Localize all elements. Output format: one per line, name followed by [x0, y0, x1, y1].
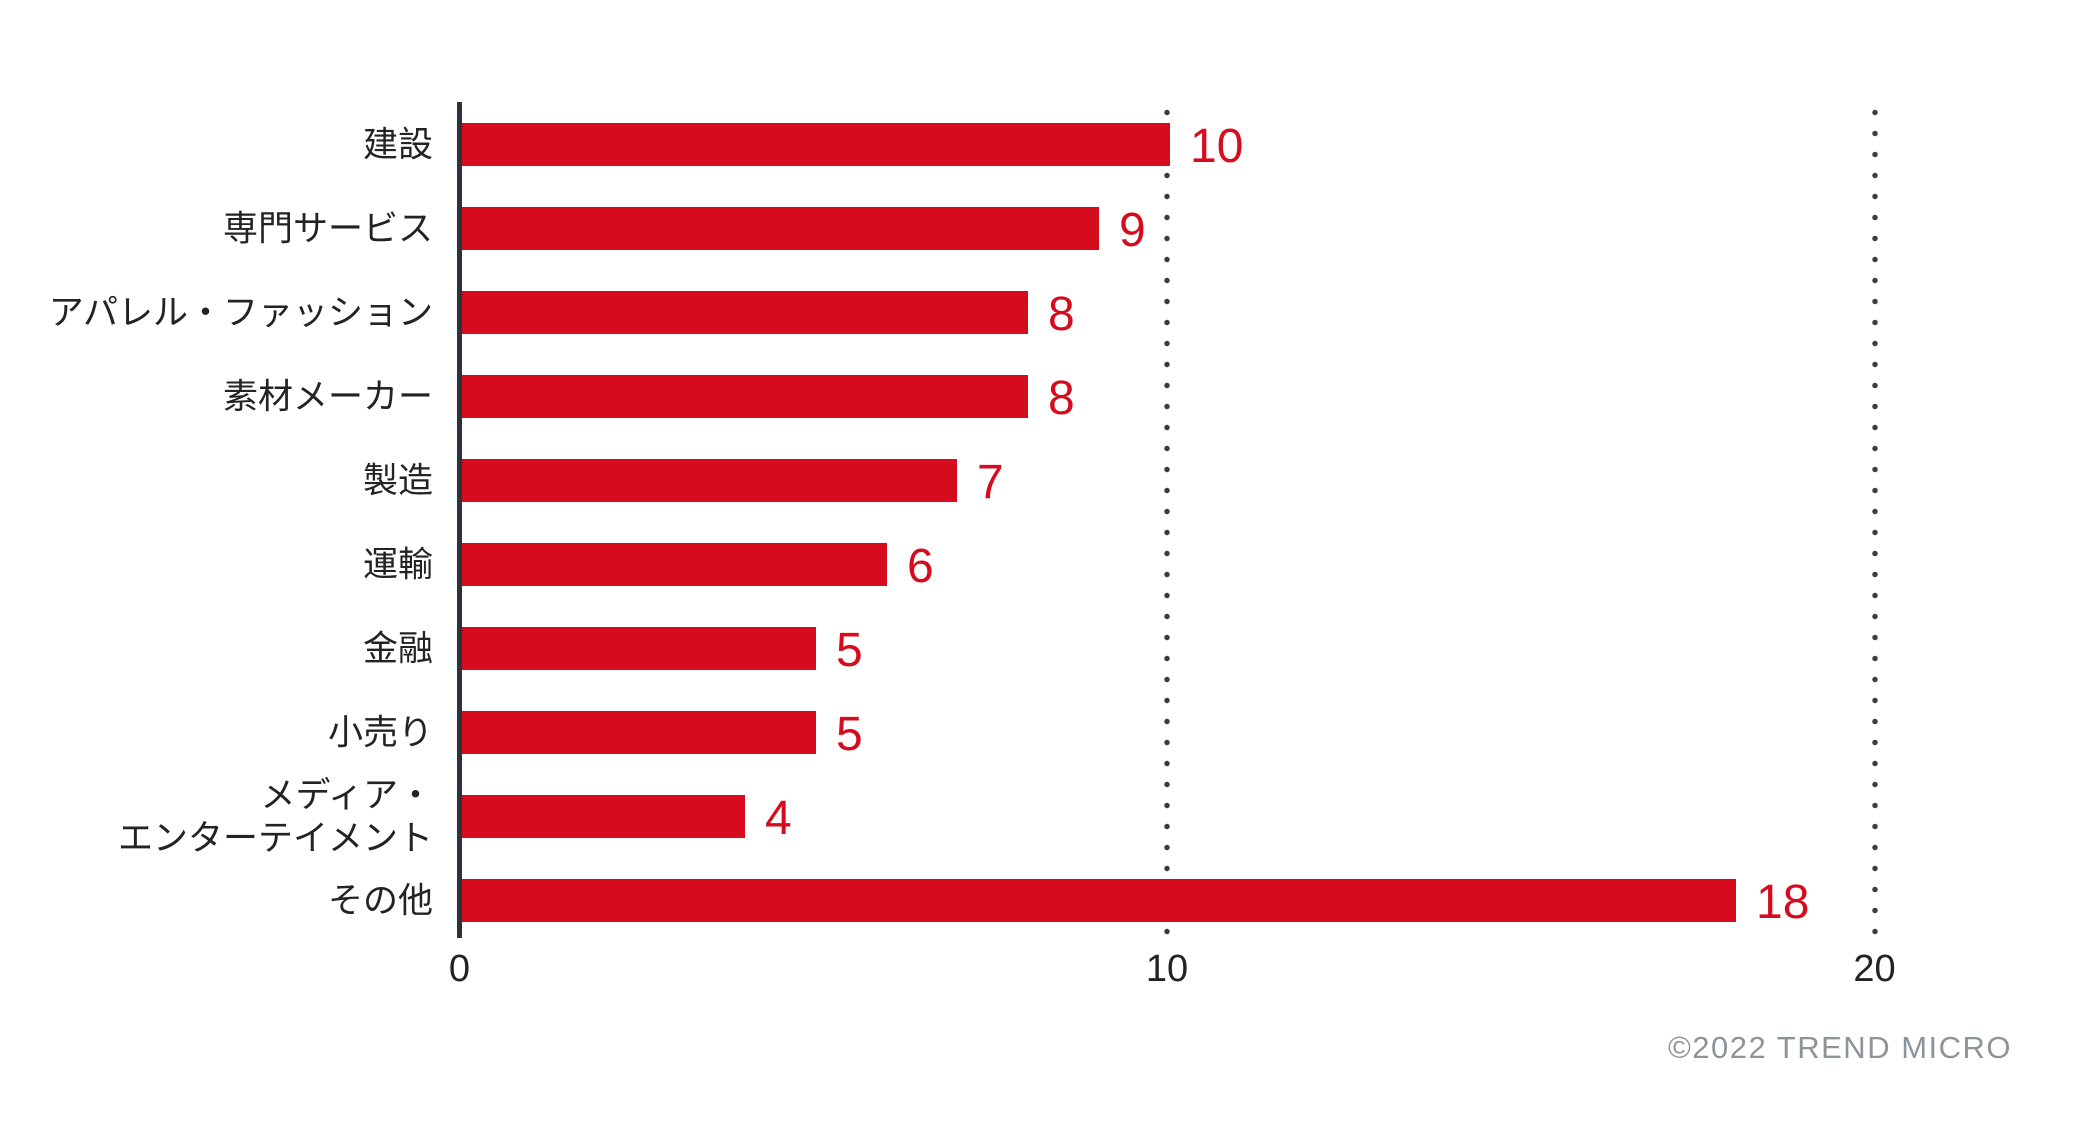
- category-label: 建設: [362, 125, 433, 164]
- category-label: 金融: [362, 629, 433, 668]
- bar: [462, 459, 957, 502]
- category-label: 素材メーカー: [222, 377, 433, 416]
- x-tick-label-10: 10: [1145, 948, 1189, 990]
- value-label: 9: [1119, 203, 1146, 257]
- value-label: 7: [977, 455, 1004, 509]
- bar: [462, 291, 1028, 334]
- bar: [462, 375, 1028, 418]
- grid-line-10: [1164, 102, 1170, 938]
- category-label: 小売り: [327, 713, 433, 752]
- category-label: 運輸: [362, 545, 433, 584]
- value-label: 8: [1048, 287, 1075, 341]
- copyright-text: ©2022 TREND MICRO: [1667, 1030, 2013, 1065]
- bar: [462, 795, 745, 838]
- x-tick-label-0: 0: [448, 948, 471, 990]
- value-label: 10: [1190, 119, 1244, 173]
- value-label: 8: [1048, 371, 1075, 425]
- category-label: その他: [327, 881, 433, 920]
- bar: [462, 123, 1170, 166]
- category-label: アパレル・ファッション: [48, 293, 433, 332]
- value-label: 5: [836, 623, 863, 677]
- bar: [462, 207, 1099, 250]
- bar: [462, 711, 816, 754]
- y-axis-line: [457, 102, 462, 938]
- x-tick-label-20: 20: [1853, 948, 1896, 990]
- value-label: 6: [907, 539, 934, 593]
- bar: [462, 879, 1736, 922]
- value-label: 5: [836, 707, 863, 761]
- category-label: 専門サービス: [222, 209, 433, 248]
- bar: [462, 627, 816, 670]
- value-label: 18: [1756, 875, 1810, 929]
- bar: [462, 543, 887, 586]
- value-label: 4: [765, 791, 792, 845]
- grid-line-20: [1871, 102, 1878, 938]
- category-label: メディア・ エンターテイメント: [117, 775, 433, 858]
- category-label: 製造: [362, 461, 433, 500]
